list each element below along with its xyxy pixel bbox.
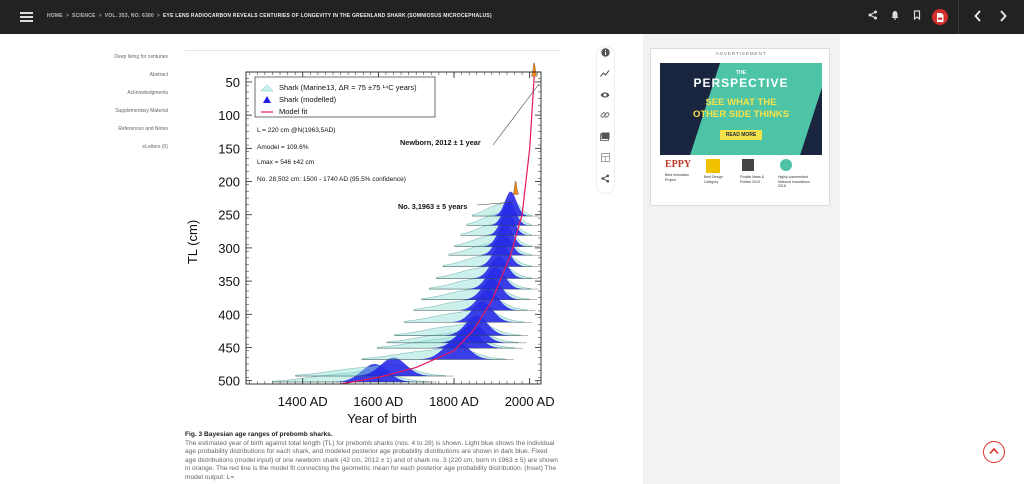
annotation-lmax: Lmax = 546 ±42 cm [257, 159, 314, 166]
ad-award-finalist-logo [742, 159, 754, 171]
bell-icon[interactable] [888, 10, 902, 24]
breadcrumb-article: EYE LENS RADIOCARBON REVEALS CENTURIES O… [163, 13, 492, 19]
y-tick-label: 50 [226, 75, 240, 90]
x-tick-label: 1600 AD [353, 394, 403, 409]
breadcrumb-science[interactable]: SCIENCE [71, 13, 96, 19]
nav-link-deep-living[interactable]: Deep living for centuries [114, 54, 168, 60]
link-icon[interactable] [597, 110, 613, 126]
scroll-to-top-button[interactable] [983, 441, 1005, 463]
ad-label: ADVERTISEMENT [715, 52, 767, 57]
table-icon[interactable] [597, 152, 613, 168]
annotation-amodel: Amodel = 109.6% [257, 144, 309, 151]
shark-modelled-distribution [355, 357, 432, 377]
ad-award-innovation: Best Innovation Project [665, 173, 690, 182]
shark-modelled-distribution [419, 340, 493, 360]
share-rail-icon[interactable] [597, 173, 613, 189]
ad-read-more-button[interactable]: READ MORE [720, 130, 762, 140]
metrics-trend-icon[interactable] [597, 68, 613, 84]
nav-link-references[interactable]: References and Notes [118, 126, 168, 132]
bookmark-icon[interactable] [910, 10, 924, 24]
gallery-icon[interactable] [597, 131, 613, 147]
x-axis-label: Year of birth [347, 411, 417, 426]
y-tick-label: 500 [218, 374, 240, 389]
pdf-icon [937, 12, 944, 22]
figure-3-chart[interactable]: 50 100 150 200 250 300 350 400 450 500 1400 AD 1600… [183, 60, 563, 426]
shark-modelled-distribution [458, 289, 518, 311]
article-tools-rail [596, 46, 615, 194]
annotation-length: L = 220 cm @N(1963,5AD) [257, 127, 335, 134]
ad-award-finalist: Finalist News & Politics 2019 [740, 175, 765, 184]
y-tick-label: 450 [218, 340, 240, 355]
callout-newborn: Newborn, 2012 ± 1 year [400, 138, 481, 147]
callout-no3-leader [476, 201, 515, 206]
eye-icon[interactable] [597, 89, 613, 105]
content-divider [185, 50, 560, 51]
annotation-no28: No. 28,502 cm: 1500 - 1740 AD (95.5% con… [257, 176, 406, 183]
top-bar: HOME > SCIENCE > VOL. 353, NO. 6300 > EYE LENS… [0, 0, 1024, 34]
caption-title: Fig. 3 Bayesian age ranges of prebomb sh… [185, 431, 333, 438]
fixed-age-distribution [512, 180, 520, 195]
nav-link-supplementary[interactable]: Supplementary Material [115, 108, 168, 114]
figure-caption: Fig. 3 Bayesian age ranges of prebomb sh… [185, 431, 559, 483]
ad-award-national-logo [780, 159, 792, 171]
breadcrumb-home[interactable]: HOME [47, 13, 63, 19]
legend-modelled: Shark (modelled) [279, 95, 337, 104]
toolbar-divider [958, 0, 959, 34]
chart-legend: Shark (Marine13, ΔR = 75 ±75 ¹⁴C years) … [254, 76, 436, 118]
shark-modelled-distribution [473, 256, 525, 279]
ad-headline-1: SEE WHAT THE [705, 97, 777, 108]
breadcrumb-volume[interactable]: VOL. 353, NO. 6300 [104, 13, 154, 19]
y-tick-label: 300 [218, 241, 240, 256]
y-tick-label: 150 [218, 141, 240, 156]
article-section-nav: Deep living for centuries Abstract Ackno… [114, 54, 168, 162]
nav-link-eletters[interactable]: eLetters (0) [142, 144, 168, 150]
hamburger-menu-icon[interactable] [20, 12, 33, 22]
callout-newborn-leader [492, 83, 540, 146]
ad-award-national: Highly commended National Innovations 20… [778, 175, 810, 188]
legend-shark: Shark (Marine13, ΔR = 75 ±75 ¹⁴C years) [279, 83, 417, 92]
pdf-download-button[interactable] [932, 9, 948, 25]
ad-headline-2: OTHER SIDE THINKS [692, 109, 790, 120]
y-tick-label: 350 [218, 274, 240, 289]
fixed-age-distribution [530, 62, 538, 77]
ad-the: THE [736, 70, 746, 76]
ad-award-eppy: EPPY [665, 159, 692, 170]
share-icon[interactable] [866, 10, 880, 24]
y-axis-label: TL (cm) [185, 220, 200, 264]
legend-swatch-modelled [263, 96, 271, 103]
breadcrumb: HOME > SCIENCE > VOL. 353, NO. 6300 > EYE LENS… [47, 13, 492, 19]
shark-modelled-distribution [451, 301, 514, 323]
ad-awards-strip: EPPY Best Innovation Project Best Design… [660, 155, 822, 199]
nav-link-acknowledgments[interactable]: Acknowledgments [127, 90, 168, 96]
shark-modelled-distribution [493, 191, 528, 217]
chevron-left-icon[interactable] [972, 9, 984, 25]
caption-body: The estimated year of birth against tota… [185, 439, 559, 481]
legend-model-fit: Model fit [279, 107, 308, 116]
chevron-right-icon[interactable] [997, 9, 1009, 25]
y-tick-label: 250 [218, 208, 240, 223]
ad-award-design: Best Design Category [704, 175, 723, 184]
y-tick-label: 100 [218, 108, 240, 123]
x-tick-label: 1800 AD [429, 394, 479, 409]
y-tick-label: 200 [218, 175, 240, 190]
advertisement-box: ADVERTISEMENT THE PERSPECTIVE SEE WHAT T… [650, 48, 830, 206]
nav-link-abstract[interactable]: Abstract [149, 72, 168, 78]
chevron-up-icon [989, 447, 999, 455]
legend-swatch-shark [260, 84, 274, 92]
ad-award-w-logo [706, 159, 720, 173]
info-icon[interactable] [597, 47, 613, 63]
y-tick-label: 400 [218, 307, 240, 322]
ad-brand: PERSPECTIVE [693, 76, 789, 90]
model-fit-line [340, 76, 535, 385]
callout-no3: No. 3,1963 ± 5 years [398, 202, 467, 211]
perspective-ad[interactable]: THE PERSPECTIVE SEE WHAT THE OTHER SIDE … [660, 63, 822, 199]
x-tick-label: 1400 AD [278, 394, 328, 409]
x-tick-label: 2000 AD [505, 394, 555, 409]
